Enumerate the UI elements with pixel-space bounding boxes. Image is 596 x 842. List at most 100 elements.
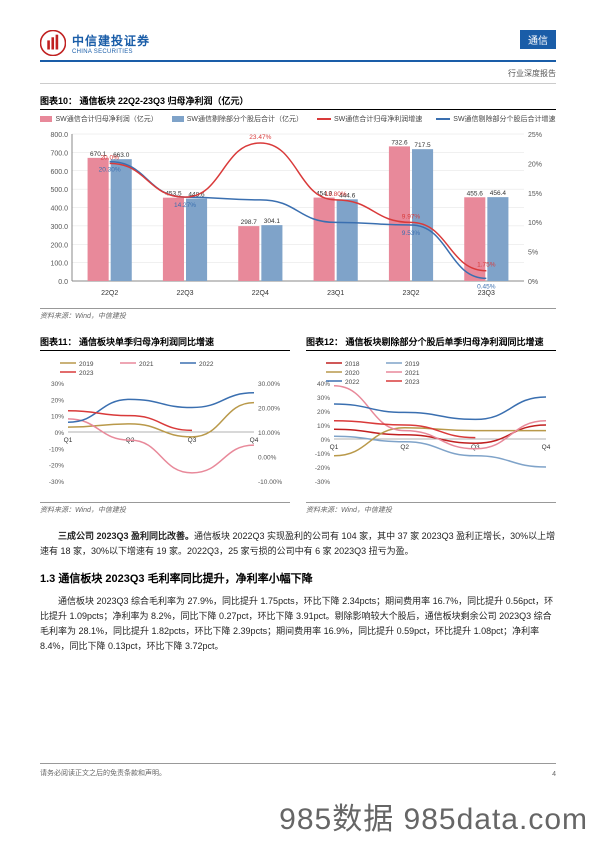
- svg-text:0%: 0%: [55, 430, 65, 437]
- svg-text:5%: 5%: [528, 250, 538, 257]
- svg-text:0.45%: 0.45%: [477, 283, 496, 290]
- svg-text:-20%: -20%: [315, 465, 330, 472]
- chart10-source: 资料来源：Wind，中信建投: [40, 308, 556, 321]
- svg-text:2022: 2022: [345, 379, 360, 386]
- svg-text:30%: 30%: [51, 381, 64, 388]
- svg-text:100.0: 100.0: [50, 261, 68, 268]
- svg-text:20%: 20%: [51, 397, 64, 404]
- svg-text:9.53%: 9.53%: [402, 230, 421, 237]
- brand-name-en: CHINA SECURITIES: [72, 49, 150, 55]
- svg-text:15%: 15%: [528, 191, 542, 198]
- svg-text:304.1: 304.1: [264, 218, 281, 225]
- chart10: SW通信合计归母净利润（亿元） SW通信剔除部分个股后合计（亿元） SW通信合计…: [40, 114, 556, 306]
- brand-name-cn: 中信建投证券: [72, 32, 150, 49]
- svg-text:298.7: 298.7: [241, 219, 258, 226]
- chart10-title: 图表10： 通信板块 22Q2-23Q3 归母净利润（亿元）: [40, 94, 556, 110]
- svg-text:717.5: 717.5: [414, 142, 431, 149]
- chart12-title: 图表12： 通信板块剔除部分个股后单季归母净利润同比增速: [306, 335, 556, 351]
- svg-text:455.6: 455.6: [467, 190, 484, 197]
- svg-text:20%: 20%: [528, 161, 542, 168]
- paragraph-2: 通信板块 2023Q3 综合毛利率为 27.9%，同比提升 1.75pcts，环…: [40, 594, 556, 655]
- svg-text:20%: 20%: [317, 409, 330, 416]
- chart11: 2019202120222023-30%-20%-10%0%10%20%30%3…: [40, 355, 290, 500]
- watermark: 985数据 985data.com: [279, 794, 588, 838]
- chart12-svg: 201820192020202120222023-30%-20%-10%0%10…: [306, 355, 556, 495]
- svg-text:Q3: Q3: [188, 437, 197, 444]
- svg-text:2022: 2022: [199, 361, 214, 368]
- chart10-svg: 0.0 100.0 200.0 300.0 400.0 500.0 600.0 700.0 80…: [40, 126, 556, 301]
- svg-text:23Q2: 23Q2: [402, 290, 419, 297]
- svg-text:-10%: -10%: [49, 446, 64, 453]
- svg-text:20.30%: 20.30%: [99, 167, 121, 174]
- svg-text:-30%: -30%: [49, 479, 64, 486]
- legend-label: SW通信剔除部分个股后合计（亿元）: [187, 114, 303, 124]
- svg-text:10%: 10%: [317, 423, 330, 430]
- svg-text:300.0: 300.0: [50, 224, 68, 231]
- svg-text:23.47%: 23.47%: [249, 134, 271, 141]
- chart11-title: 图表11： 通信板块单季归母净利润同比增速: [40, 335, 290, 351]
- svg-text:30.00%: 30.00%: [258, 381, 280, 388]
- svg-text:9.97%: 9.97%: [402, 213, 421, 220]
- svg-text:Q1: Q1: [330, 444, 339, 451]
- svg-text:200.0: 200.0: [50, 242, 68, 249]
- legend-label: SW通信剔除部分个股后合计增速: [453, 114, 555, 124]
- svg-text:10%: 10%: [51, 414, 64, 421]
- svg-text:2018: 2018: [345, 361, 360, 368]
- svg-text:22Q2: 22Q2: [101, 290, 118, 297]
- legend-label: SW通信合计归母净利润（亿元）: [55, 114, 157, 124]
- svg-text:2020: 2020: [345, 370, 360, 377]
- logo-icon: [40, 30, 66, 56]
- svg-text:2021: 2021: [139, 361, 154, 368]
- svg-text:400.0: 400.0: [50, 206, 68, 213]
- svg-text:600.0: 600.0: [50, 169, 68, 176]
- legend-label: SW通信合计归母净利润增速: [334, 114, 422, 124]
- footer-divider: [40, 763, 556, 764]
- svg-text:1.75%: 1.75%: [477, 262, 496, 269]
- svg-text:23Q3: 23Q3: [478, 290, 495, 297]
- category-tag: 通信: [520, 30, 556, 49]
- svg-text:700.0: 700.0: [50, 150, 68, 157]
- svg-text:13.80%: 13.80%: [325, 191, 347, 198]
- svg-text:-10.00%: -10.00%: [258, 479, 282, 486]
- brand-logo: 中信建投证券 CHINA SECURITIES: [40, 30, 150, 56]
- chart12: 201820192020202120222023-30%-20%-10%0%10…: [306, 355, 556, 500]
- footer-disclaimer: 请务必阅读正文之后的免责条款和声明。: [40, 768, 166, 778]
- svg-text:Q3: Q3: [471, 444, 480, 451]
- page-number: 4: [552, 771, 556, 778]
- svg-text:Q4: Q4: [542, 444, 551, 451]
- svg-text:800.0: 800.0: [50, 132, 68, 139]
- chart11-svg: 2019202120222023-30%-20%-10%0%10%20%30%3…: [40, 355, 290, 495]
- svg-text:10%: 10%: [528, 220, 542, 227]
- p1-lead: 三成公司 2023Q3 盈利同比改善。: [58, 531, 194, 541]
- svg-text:10.00%: 10.00%: [258, 430, 280, 437]
- chart10-legend: SW通信合计归母净利润（亿元） SW通信剔除部分个股后合计（亿元） SW通信合计…: [40, 114, 556, 124]
- svg-text:2021: 2021: [405, 370, 420, 377]
- svg-text:22Q3: 22Q3: [176, 290, 193, 297]
- svg-text:Q2: Q2: [400, 444, 409, 451]
- svg-text:20.0%: 20.0%: [100, 154, 119, 161]
- svg-text:-20%: -20%: [49, 463, 64, 470]
- svg-text:-10%: -10%: [315, 451, 330, 458]
- svg-text:0%: 0%: [528, 279, 538, 286]
- svg-text:732.6: 732.6: [391, 139, 408, 146]
- svg-text:456.4: 456.4: [490, 190, 507, 197]
- svg-text:0%: 0%: [321, 437, 331, 444]
- svg-text:0.00%: 0.00%: [258, 455, 277, 462]
- svg-text:0.0: 0.0: [58, 279, 68, 286]
- svg-text:40%: 40%: [317, 381, 330, 388]
- svg-text:20.00%: 20.00%: [258, 406, 280, 413]
- paragraph-1: 三成公司 2023Q3 盈利同比改善。通信板块 2022Q3 实现盈利的公司有 …: [40, 529, 556, 560]
- svg-text:500.0: 500.0: [50, 187, 68, 194]
- section-heading: 1.3 通信板块 2023Q3 毛利率同比提升，净利率小幅下降: [40, 570, 556, 586]
- svg-text:30%: 30%: [317, 395, 330, 402]
- svg-text:22Q4: 22Q4: [252, 290, 269, 297]
- svg-text:2023: 2023: [79, 370, 94, 377]
- svg-text:23Q1: 23Q1: [327, 290, 344, 297]
- svg-text:Q1: Q1: [64, 437, 73, 444]
- chart11-source: 资料来源：Wind，中信建投: [40, 502, 290, 515]
- svg-text:-30%: -30%: [315, 479, 330, 486]
- svg-text:Q4: Q4: [250, 437, 259, 444]
- svg-text:25%: 25%: [528, 132, 542, 139]
- chart12-source: 资料来源：Wind，中信建投: [306, 502, 556, 515]
- page-header: 中信建投证券 CHINA SECURITIES 通信: [40, 30, 556, 62]
